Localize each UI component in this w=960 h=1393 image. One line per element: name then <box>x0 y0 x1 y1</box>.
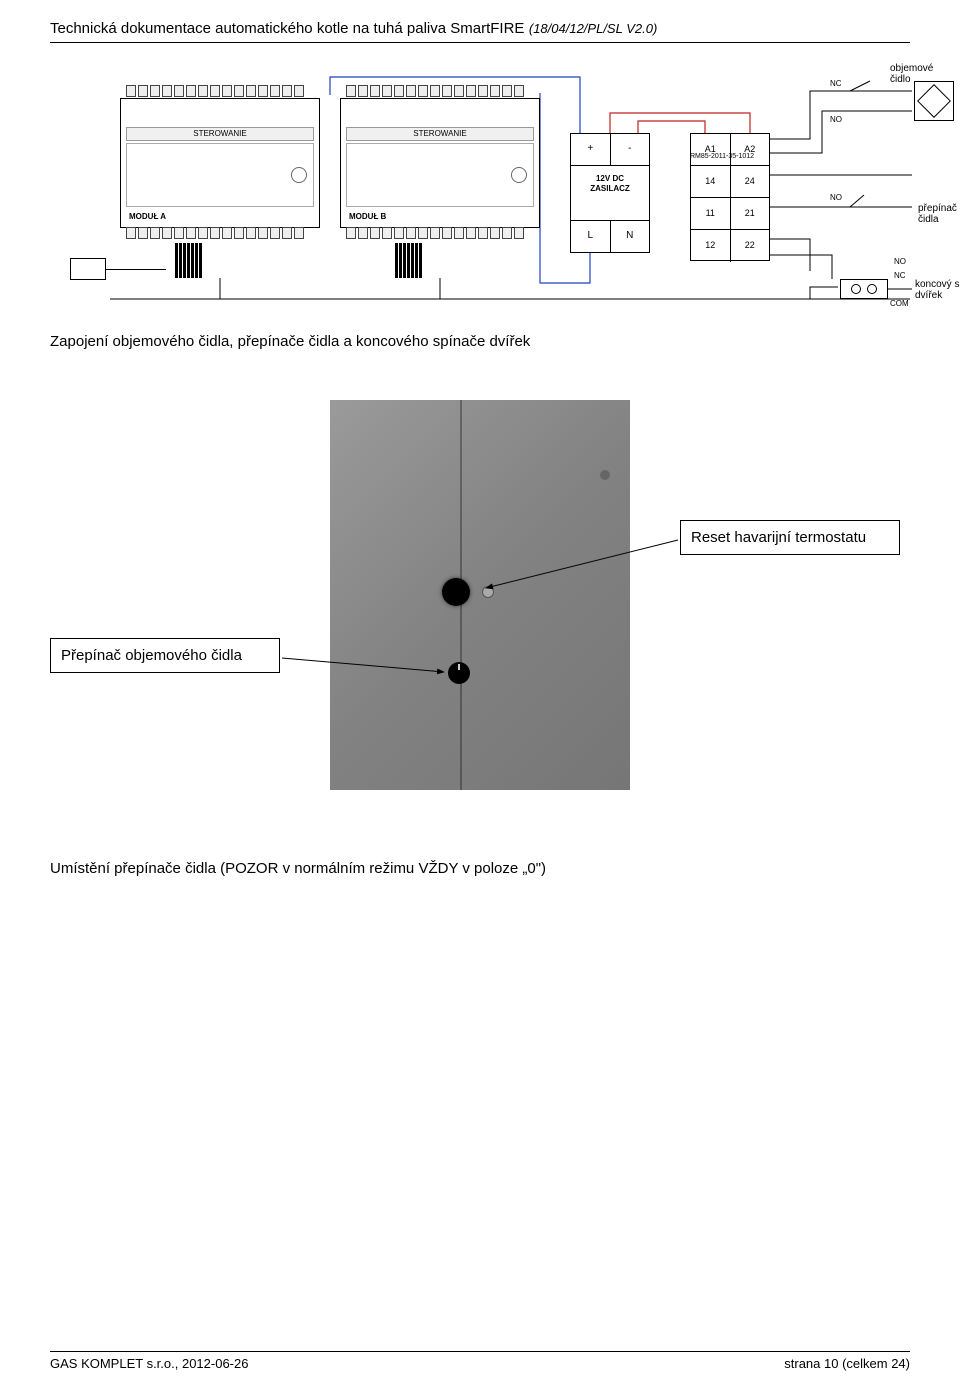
relay-14: 14 <box>691 166 731 197</box>
module-a-dial-icon <box>291 167 307 183</box>
module-a-top-terminals <box>126 85 314 99</box>
relay-22: 22 <box>731 230 770 262</box>
photo-area: Reset havarijní termostatu Přepínač obje… <box>50 400 912 830</box>
module-b-sterowanie: STEROWANIE <box>346 127 534 141</box>
door-limit-switch-icon <box>840 279 888 299</box>
no-label-1: NO <box>830 115 842 124</box>
switch-sensor-label: přepínač čidla <box>918 203 957 225</box>
power-supply: + - 12V DC ZASILACZ L N <box>570 133 650 253</box>
module-b-body <box>346 143 534 207</box>
psu-n: N <box>611 221 650 252</box>
module-b-top-terminals <box>346 85 534 99</box>
nc-label-1: NC <box>830 79 842 88</box>
page: Technická dokumentace automatického kotl… <box>0 0 960 1393</box>
callout-arrows <box>50 400 912 830</box>
page-header: Technická dokumentace automatického kotl… <box>50 20 910 43</box>
module-a-sterowanie: STEROWANIE <box>126 127 314 141</box>
footer-left: GAS KOMPLET s.r.o., 2012-06-26 <box>50 1356 248 1371</box>
volume-sensor-icon <box>914 81 954 121</box>
psu-minus: - <box>611 134 650 165</box>
module-a: STEROWANIE MODUŁ A <box>120 98 320 228</box>
module-a-bottom-terminals <box>126 227 314 241</box>
module-b-wire-bundle <box>395 243 422 278</box>
callout-reset: Reset havarijní termostatu <box>680 520 900 555</box>
relay-a1: A1 <box>691 134 731 165</box>
module-a-body <box>126 143 314 207</box>
header-title: Technická dokumentace automatického kotl… <box>50 20 524 37</box>
diagram-caption: Zapojení objemového čidla, přepínače čid… <box>50 333 910 350</box>
com-label: COM <box>890 299 909 308</box>
photo-caption: Umístění přepínače čidla (POZOR v normál… <box>50 860 910 877</box>
relay-11: 11 <box>691 198 731 229</box>
module-b-bottom-terminals <box>346 227 534 241</box>
page-footer: GAS KOMPLET s.r.o., 2012-06-26 strana 10… <box>50 1351 910 1371</box>
relay: A1 A2 14 24 11 21 12 22 <box>690 133 770 261</box>
nc-label-2: NC <box>894 271 906 280</box>
door-switch-label: koncový spínač dvířek <box>915 279 960 301</box>
panel-connector <box>106 269 166 270</box>
psu-plus: + <box>571 134 611 165</box>
relay-24: 24 <box>731 166 770 197</box>
header-meta: (18/04/12/PL/SL V2.0) <box>529 21 657 36</box>
psu-l: L <box>571 221 611 252</box>
relay-12: 12 <box>691 230 731 262</box>
footer-right: strana 10 (celkem 24) <box>784 1356 910 1371</box>
relay-a2: A2 <box>731 134 770 165</box>
module-a-wire-bundle <box>175 243 202 278</box>
no-label-2: NO <box>830 193 842 202</box>
callout-switch: Přepínač objemového čidla <box>50 638 280 673</box>
volume-sensor-label: objemové čidlo <box>890 63 933 85</box>
no-label-3: NO <box>894 257 906 266</box>
module-b-dial-icon <box>511 167 527 183</box>
control-panel-icon <box>70 258 106 280</box>
module-b-label: MODUŁ B <box>349 212 386 221</box>
wiring-diagram: NC NO NO NO NC COM STEROWANIE MODUŁ A ST… <box>50 63 912 303</box>
module-a-label: MODUŁ A <box>129 212 166 221</box>
psu-label: 12V DC ZASILACZ <box>571 174 649 193</box>
relay-21: 21 <box>731 198 770 229</box>
module-b: STEROWANIE MODUŁ B <box>340 98 540 228</box>
